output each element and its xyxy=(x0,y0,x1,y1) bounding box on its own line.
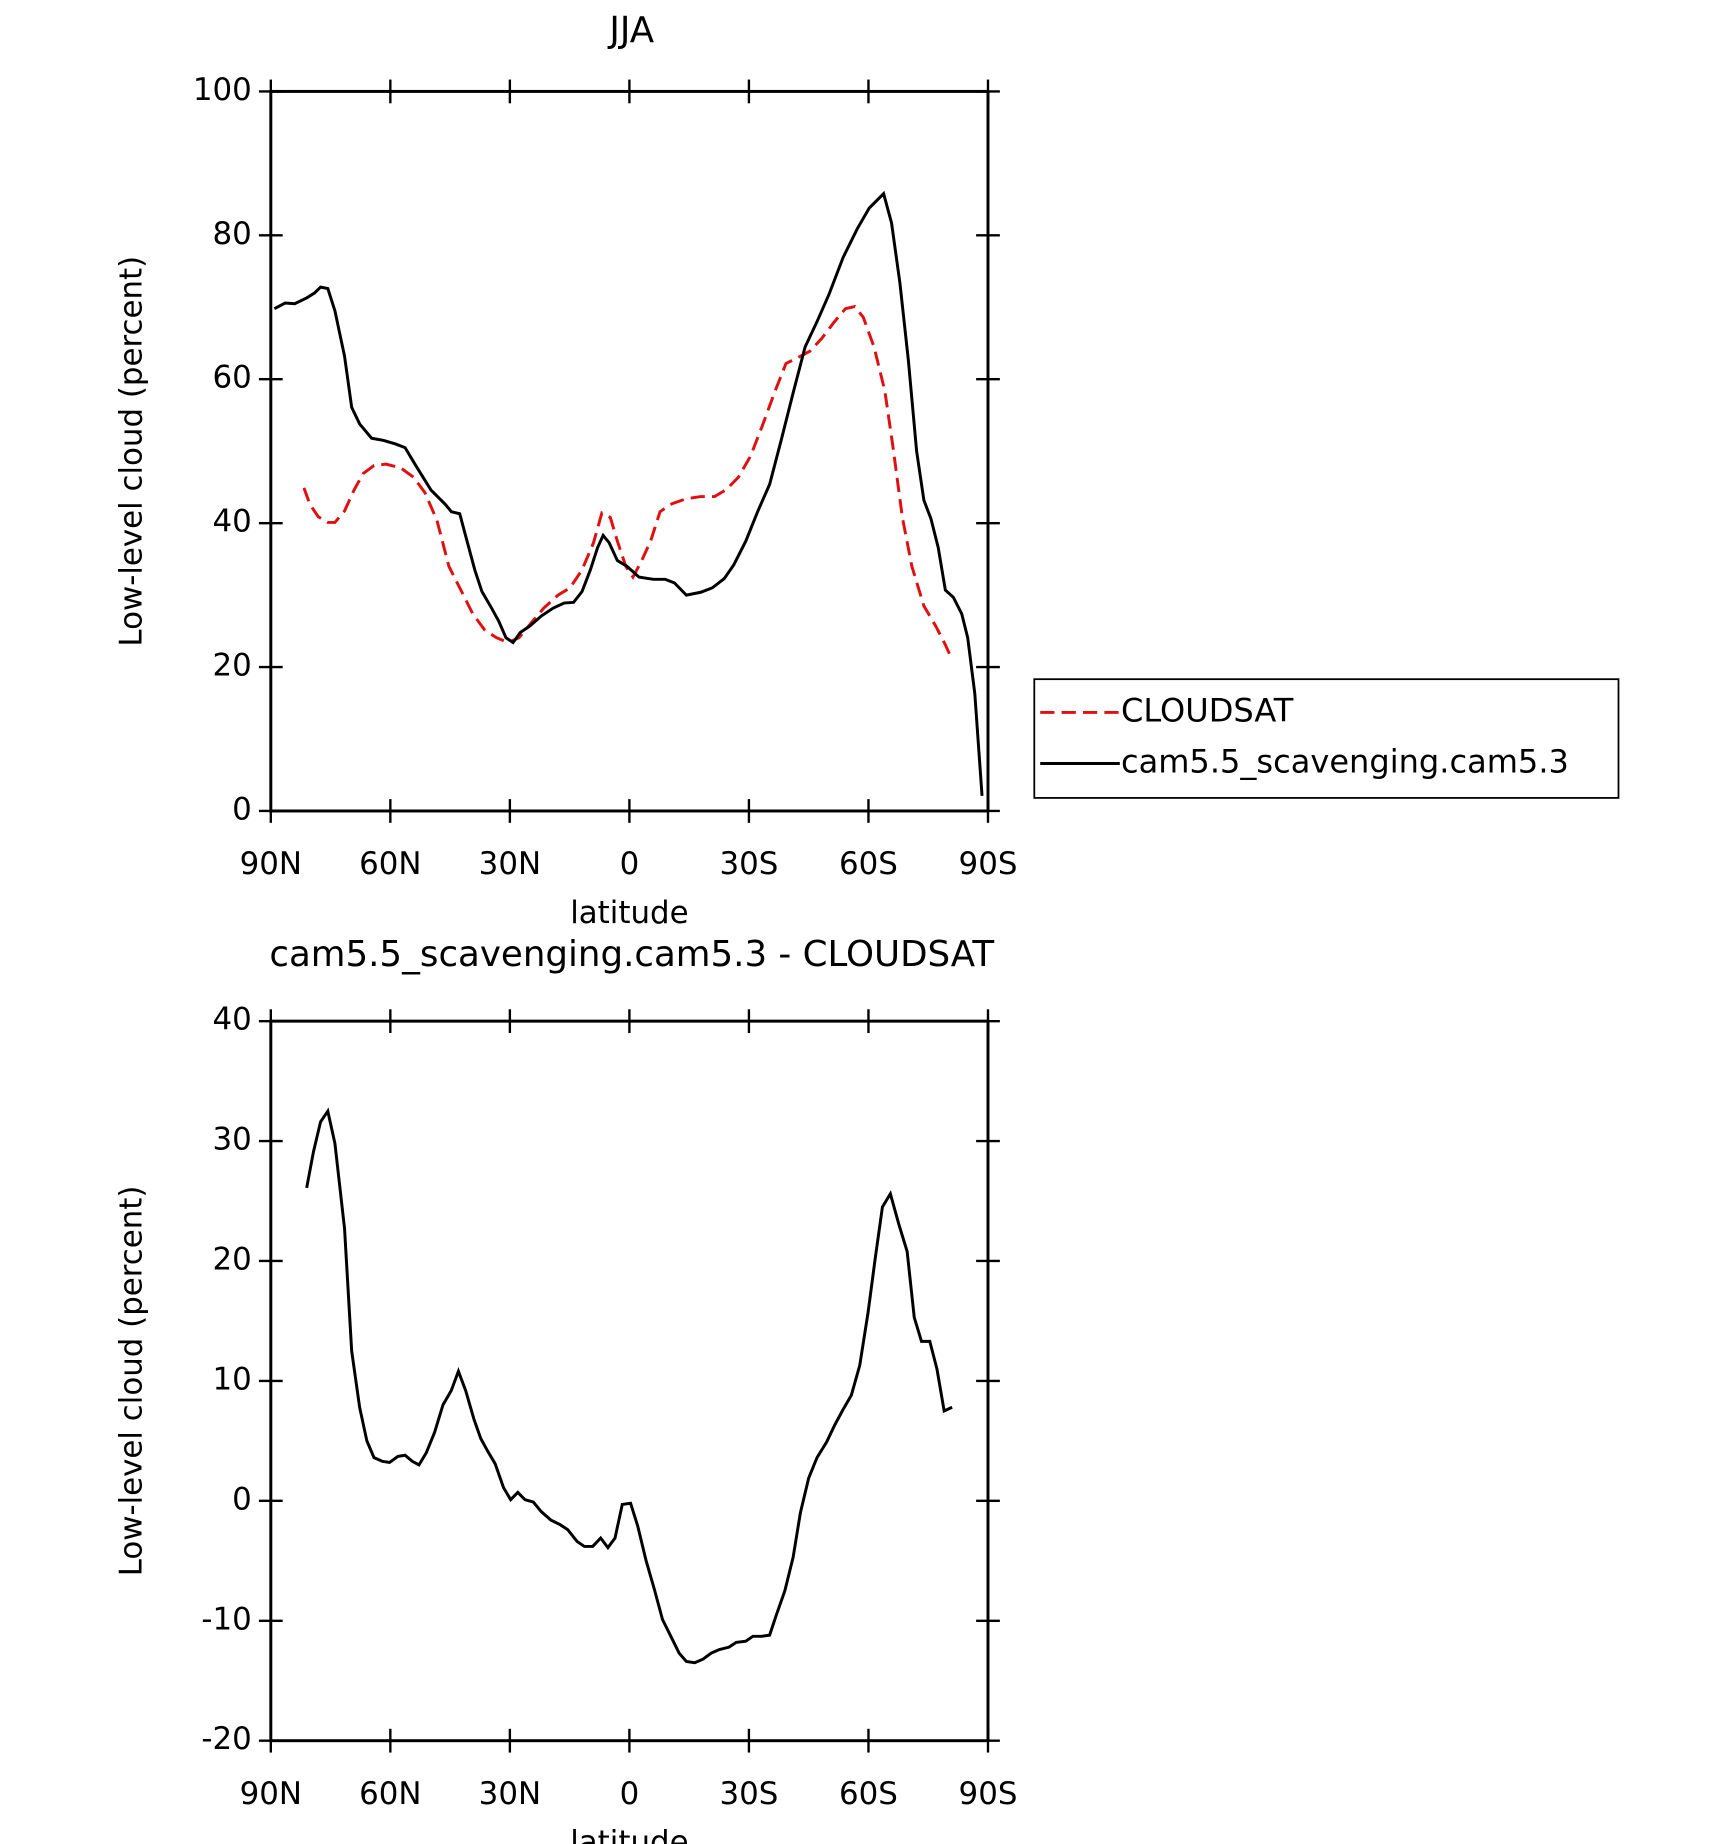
series-line xyxy=(302,304,954,661)
x-tick-label: 90S xyxy=(959,1776,1018,1812)
chart-title: cam5.5_scavenging.cam5.3 - CLOUDSAT xyxy=(269,934,994,975)
legend-label: cam5.5_scavenging.cam5.3 xyxy=(1121,742,1569,780)
x-tick-label: 60N xyxy=(359,1776,421,1812)
x-tick-label: 30N xyxy=(479,1776,541,1812)
y-tick-label: 40 xyxy=(213,504,252,540)
y-tick-label: -20 xyxy=(201,1721,251,1757)
y-axis-label: Low-level cloud (percent) xyxy=(114,1186,150,1577)
x-tick-label: 90N xyxy=(240,846,302,882)
y-tick-label: 60 xyxy=(213,360,252,396)
y-tick-label: 0 xyxy=(232,791,252,827)
x-tick-label: 0 xyxy=(620,1776,640,1812)
legend-box xyxy=(1033,678,1620,799)
x-tick-label: 30N xyxy=(479,846,541,882)
series-line xyxy=(273,190,984,797)
x-tick-label: 0 xyxy=(620,846,640,882)
x-tick-label: 30S xyxy=(719,1776,778,1812)
y-tick-label: 10 xyxy=(213,1361,252,1397)
x-tick-label: 30S xyxy=(719,846,778,882)
y-tick-label: -10 xyxy=(201,1601,251,1637)
y-tick-label: 20 xyxy=(213,648,252,684)
y-tick-label: 0 xyxy=(232,1481,252,1517)
y-tick-label: 20 xyxy=(213,1241,252,1277)
x-tick-label: 60S xyxy=(839,1776,898,1812)
x-axis-label: latitude xyxy=(570,1825,688,1844)
x-tick-label: 90S xyxy=(959,846,1018,882)
x-tick-label: 90N xyxy=(240,1776,302,1812)
y-tick-label: 80 xyxy=(213,216,252,252)
plot-frame xyxy=(269,1019,990,1743)
legend-label: CLOUDSAT xyxy=(1121,691,1294,729)
x-tick-label: 60N xyxy=(359,846,421,882)
series-line xyxy=(305,1107,953,1665)
x-axis-label: latitude xyxy=(570,895,688,931)
y-tick-label: 100 xyxy=(193,72,252,108)
y-tick-label: 40 xyxy=(213,1002,252,1038)
plot-frame xyxy=(269,89,990,813)
chart-title: JJA xyxy=(607,10,654,51)
y-tick-label: 30 xyxy=(213,1122,252,1158)
x-tick-label: 60S xyxy=(839,846,898,882)
y-axis-label: Low-level cloud (percent) xyxy=(114,256,150,647)
